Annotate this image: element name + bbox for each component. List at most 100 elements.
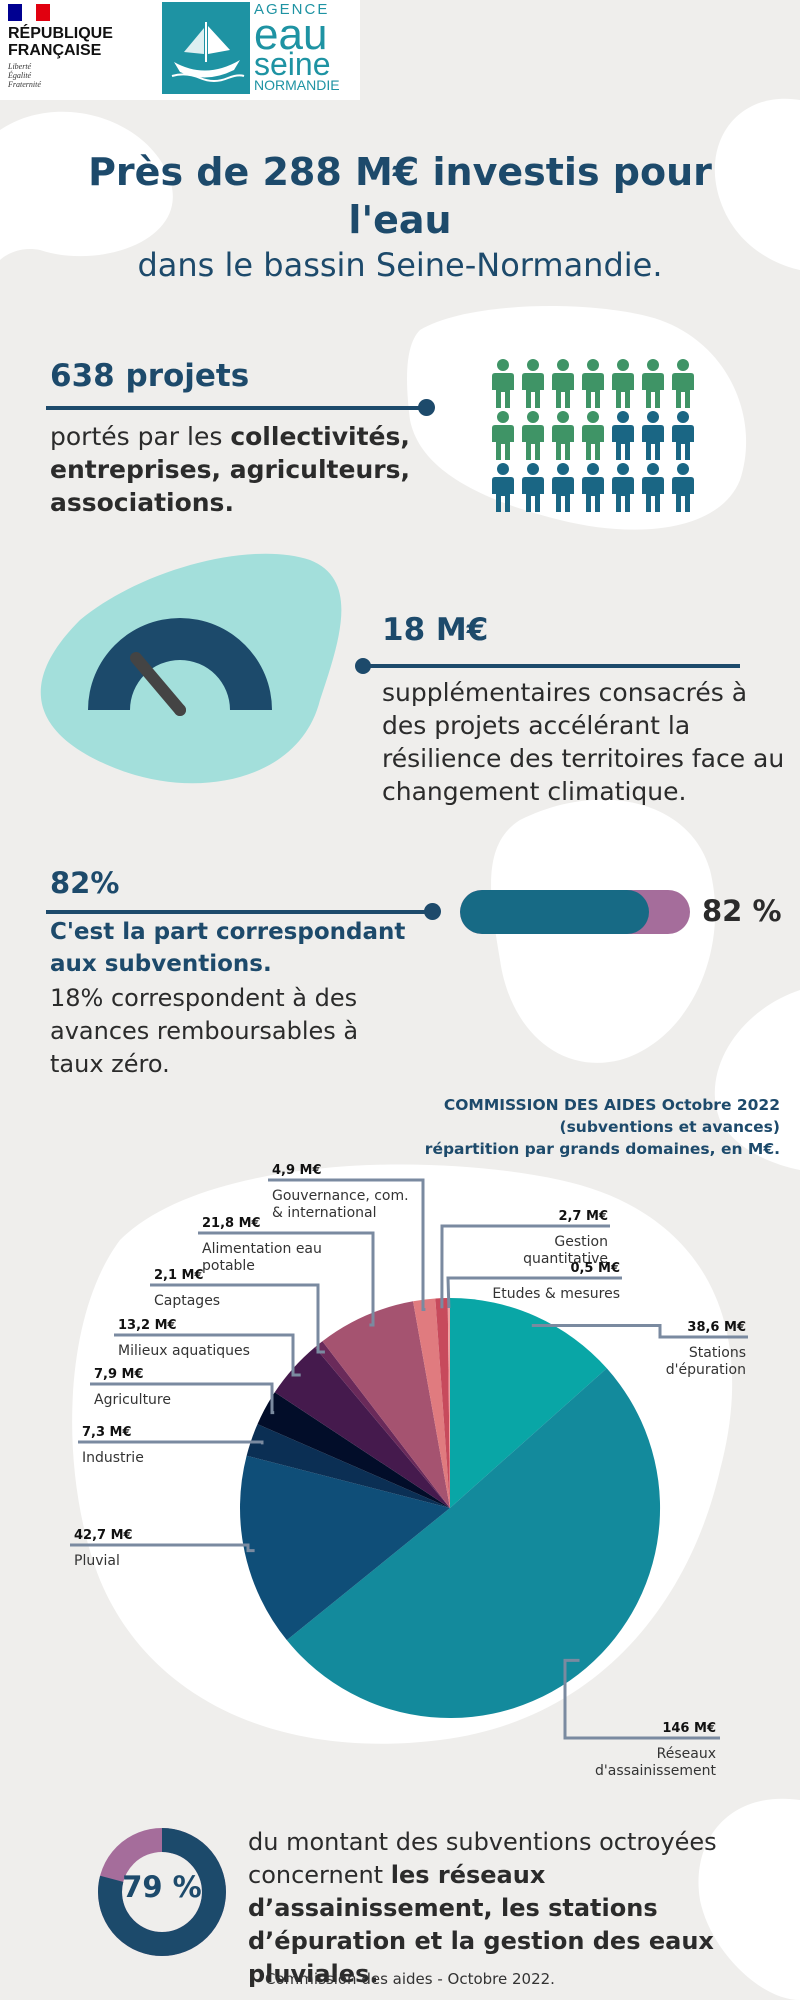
agence-eau-logo: AGENCE eau seine NORMANDIE [162,2,354,96]
bg-blob-top-right [714,98,800,270]
leader-line [446,1276,622,1309]
chart-title-line-1: COMMISSION DES AIDES Octobre 2022 [443,1096,780,1114]
person-icon [492,359,514,408]
divider-dot [424,903,441,920]
rf-motto: Liberté Égalité Fraternité [8,62,41,89]
chart-title-line-2: (subventions et avances) [559,1118,780,1136]
bg-blob-top-left [0,111,173,260]
person-icon [672,463,694,512]
leader-line [440,1224,610,1309]
bg-blob-right-mid [714,990,800,1170]
divider-dot [418,399,435,416]
chart-title-line-3: répartition par grands domaines, en M€. [424,1140,780,1158]
person-icon [642,463,664,512]
subsidy-share: 82% [50,866,120,900]
person-icon [522,411,544,460]
title-main: Près de 288 M€ investis pour l'eau [88,150,712,242]
person-icon [552,411,574,460]
person-icon [642,359,664,408]
bg-blob-teal [40,553,342,784]
slice-name-label: Gouvernance, com. [272,1188,409,1204]
bottom-text-bold: les réseaux d’assainissement, les statio… [248,1861,714,1988]
pie-slice-agriculture [257,1392,450,1508]
person-icon [672,359,694,408]
people-icon-grid [488,358,698,514]
person-icon [552,463,574,512]
pie-slice-industrie [246,1424,450,1508]
slice-name-label: Stations [689,1345,746,1361]
footer-note: Commission des aides - Octobre 2022. [265,1970,555,1988]
bottom-description: du montant des subventions octroyées con… [248,1826,788,1991]
person-icon [492,463,514,512]
slice-name-label: d'épuration [666,1362,746,1378]
projects-description: portés par les collectivités, entreprise… [50,420,410,519]
slice-value-label: 7,9 M€ [94,1367,144,1382]
slice-name-label: Réseaux [657,1746,716,1762]
divider-line [360,664,740,668]
slice-name-label: Etudes & mesures [492,1286,620,1302]
pie-slice-gestion-quantitative [435,1298,450,1508]
person-icon [582,463,604,512]
slice-name-label: quantitative [523,1251,608,1267]
divider-line [46,406,426,410]
agency-word-2: eau [254,10,328,59]
person-icon [582,359,604,408]
header-logos: RÉPUBLIQUE FRANÇAISE Liberté Égalité Fra… [0,0,360,100]
agency-word-4: NORMANDIE [254,77,340,93]
projects-text-pre: portés par les [50,422,231,451]
pie-slice-alimentation-eau-potable [322,1301,450,1508]
bottom-text-pre: du montant des subventions octroyées con… [248,1828,717,1889]
pie-slice-milieux-aquatiques [274,1347,450,1508]
donut-ring-label: 79 % [122,1870,202,1904]
slice-name-label: potable [202,1258,255,1274]
subsidy-share-caption: C'est la part correspondant aux subventi… [50,919,406,977]
slice-value-label: 13,2 M€ [118,1318,177,1333]
gauge-icon [88,618,272,716]
person-icon [552,359,574,408]
leader-line [563,1658,720,1740]
slice-value-label: 7,3 M€ [82,1425,132,1440]
projects-count: 638 projets [50,358,250,394]
subsidy-progress-label: 82 % [702,894,782,928]
pie-slice-captages [314,1341,450,1508]
leader-line [114,1333,301,1377]
slice-name-label: Industrie [82,1450,144,1466]
slice-value-label: 146 M€ [662,1721,716,1736]
slice-value-label: 2,1 M€ [154,1268,204,1283]
leader-line [90,1382,275,1415]
pie-slice-stations-d-epuration [450,1298,607,1508]
person-icon [642,411,664,460]
slice-name-label: Pluvial [74,1553,120,1569]
slice-name-label: Gestion [554,1234,608,1250]
donut-ring-fill [98,1828,226,1956]
agency-word-1: AGENCE [254,1,330,18]
french-flag-icon [8,4,50,21]
republique-francaise-logo: RÉPUBLIQUE FRANÇAISE Liberté Égalité Fra… [8,4,158,89]
person-icon [522,463,544,512]
pie-slices [240,1297,661,1719]
leader-line [198,1231,375,1327]
slice-value-label: 2,7 M€ [558,1209,608,1224]
extra-funding-amount: 18 M€ [382,612,489,648]
person-icon [612,463,634,512]
subsidy-progress-fill [460,890,649,934]
page-title: Près de 288 M€ investis pour l'eau dans … [40,148,760,286]
bg-blob-bottom-right [698,1798,800,2000]
leader-line [78,1440,264,1445]
person-icon [582,411,604,460]
person-icon [492,411,514,460]
pie-slice-gouvernance-com-international [413,1298,450,1508]
bg-blob-section1 [407,306,747,530]
chart-title: COMMISSION DES AIDES Octobre 2022 (subve… [360,1094,780,1160]
pie-slice-pluvial [240,1455,450,1641]
subsidy-progress-bar [460,890,690,934]
slice-value-label: 38,6 M€ [687,1320,746,1335]
leader-line [531,1324,748,1339]
person-icon [522,359,544,408]
leader-line [150,1283,325,1354]
slice-value-label: 42,7 M€ [74,1528,133,1543]
advance-share-text: 18% correspondent à des avances rembours… [50,984,359,1078]
slice-name-label: Captages [154,1293,220,1309]
slice-value-label: 4,9 M€ [272,1163,322,1178]
